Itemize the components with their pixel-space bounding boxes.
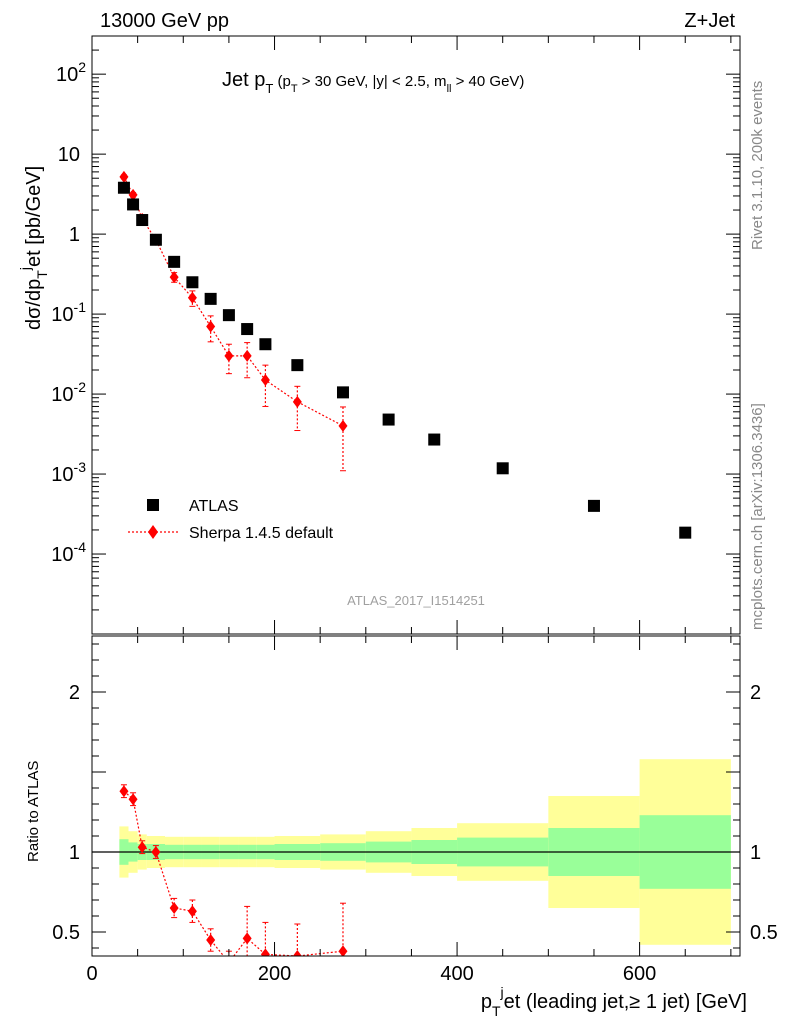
bottom-y-tick-label-right: 1 — [750, 842, 761, 864]
legend-label-atlas: ATLAS — [189, 498, 239, 515]
top-sherpa-point — [187, 291, 197, 304]
rivet-label: Rivet 3.1.10, 200k events — [749, 81, 766, 250]
top-y-tick-label: 10-1 — [51, 299, 86, 326]
ratio-sherpa-point — [224, 956, 233, 968]
ratio-sherpa-point — [206, 934, 216, 946]
atlas-point — [336, 386, 349, 399]
atlas-point — [587, 499, 600, 512]
bottom-y-tick-label-left: 1 — [69, 842, 80, 864]
top-y-tick-label: 10-2 — [51, 379, 86, 406]
bottom-y-tick-label-right: 0.5 — [750, 922, 778, 944]
atlas-point — [136, 214, 149, 227]
atlas-point — [127, 198, 140, 211]
svg-text:pTjet (leading jet,≥ 1 jet) [G: pTjet (leading jet,≥ 1 jet) [GeV] — [481, 984, 747, 1019]
atlas-point — [117, 181, 130, 194]
bottom-y-axis-label: Ratio to ATLAS — [25, 761, 42, 862]
top-sherpa-point — [292, 395, 302, 408]
ratio-sherpa-line — [123, 790, 344, 956]
legend: ATLAS Sherpa 1.4.5 default — [128, 498, 334, 542]
ratio-sherpa-point — [260, 948, 270, 956]
top-y-tick-label: 10-3 — [51, 459, 86, 486]
ratio-sherpa-point — [292, 950, 302, 956]
legend-marker-atlas — [147, 499, 159, 511]
top-sherpa-point — [206, 320, 216, 333]
x-tick-label: 200 — [258, 963, 291, 985]
svg-text:Jet pT (pT > 30 GeV, |y| < 2.5: Jet pT (pT > 30 GeV, |y| < 2.5, mll > 40… — [222, 69, 524, 96]
legend-label-sherpa: Sherpa 1.4.5 default — [189, 525, 334, 542]
atlas-point — [149, 233, 162, 246]
atlas-point — [291, 359, 304, 372]
bottom-y-tick-label-left: 0.5 — [52, 922, 80, 944]
ratio-sherpa-point — [128, 793, 138, 806]
top-sherpa-point — [128, 188, 138, 201]
ratio-sherpa-point — [242, 932, 252, 945]
atlas-point — [382, 413, 395, 426]
analysis-watermark: ATLAS_2017_I1514251 — [347, 593, 485, 608]
svg-text:dσ/dpTjet [pb/GeV]: dσ/dpTjet [pb/GeV] — [17, 166, 50, 330]
ratio-sherpa-point — [187, 905, 197, 918]
top-sherpa-point — [242, 349, 252, 362]
mcplots-label: mcplots.cern.ch [arXiv:1306.3436] — [749, 403, 766, 630]
top-sherpa-point — [260, 373, 270, 386]
x-tick-label: 400 — [440, 963, 473, 985]
atlas-point — [186, 276, 199, 289]
top-y-axis-label: dσ/dpTjet [pb/GeV] — [17, 166, 50, 330]
atlas-point — [168, 255, 181, 268]
top-sherpa-line — [123, 176, 344, 427]
x-tick-label: 600 — [623, 963, 656, 985]
top-y-tick-label: 102 — [56, 59, 86, 86]
header-right-label: Z+Jet — [684, 10, 735, 32]
ratio-sherpa-point — [151, 846, 161, 858]
top-y-tick-label: 1 — [69, 224, 80, 246]
ratio-sherpa-point — [137, 841, 147, 854]
x-tick-label: 0 — [86, 963, 97, 985]
top-y-tick-label: 10 — [58, 144, 80, 166]
bottom-y-tick-label-left: 2 — [69, 682, 80, 704]
bottom-panel-frame — [91, 635, 741, 957]
atlas-point — [241, 323, 254, 336]
top-y-tick-label: 10-4 — [51, 539, 86, 566]
atlas-point — [496, 462, 509, 475]
top-sherpa-point — [169, 271, 179, 284]
legend-marker-sherpa — [148, 525, 158, 539]
top-panel-frame — [91, 35, 741, 635]
header-left-label: 13000 GeV pp — [100, 10, 229, 32]
top-panel-title: Jet pT (pT > 30 GeV, |y| < 2.5, mll > 40… — [222, 69, 524, 96]
top-sherpa-point — [338, 419, 348, 432]
atlas-point — [679, 526, 692, 539]
atlas-point — [222, 309, 235, 322]
atlas-point — [259, 338, 272, 351]
atlas-point — [428, 433, 441, 446]
atlas-point — [204, 292, 217, 305]
ratio-sherpa-point — [338, 945, 348, 956]
top-sherpa-point — [224, 349, 234, 362]
ratio-sherpa-point — [119, 785, 129, 798]
bottom-y-tick-label-right: 2 — [750, 682, 761, 704]
top-sherpa-point — [119, 170, 129, 183]
x-axis-label: pTjet (leading jet,≥ 1 jet) [GeV] — [481, 984, 747, 1019]
ratio-sherpa-point — [169, 902, 179, 914]
